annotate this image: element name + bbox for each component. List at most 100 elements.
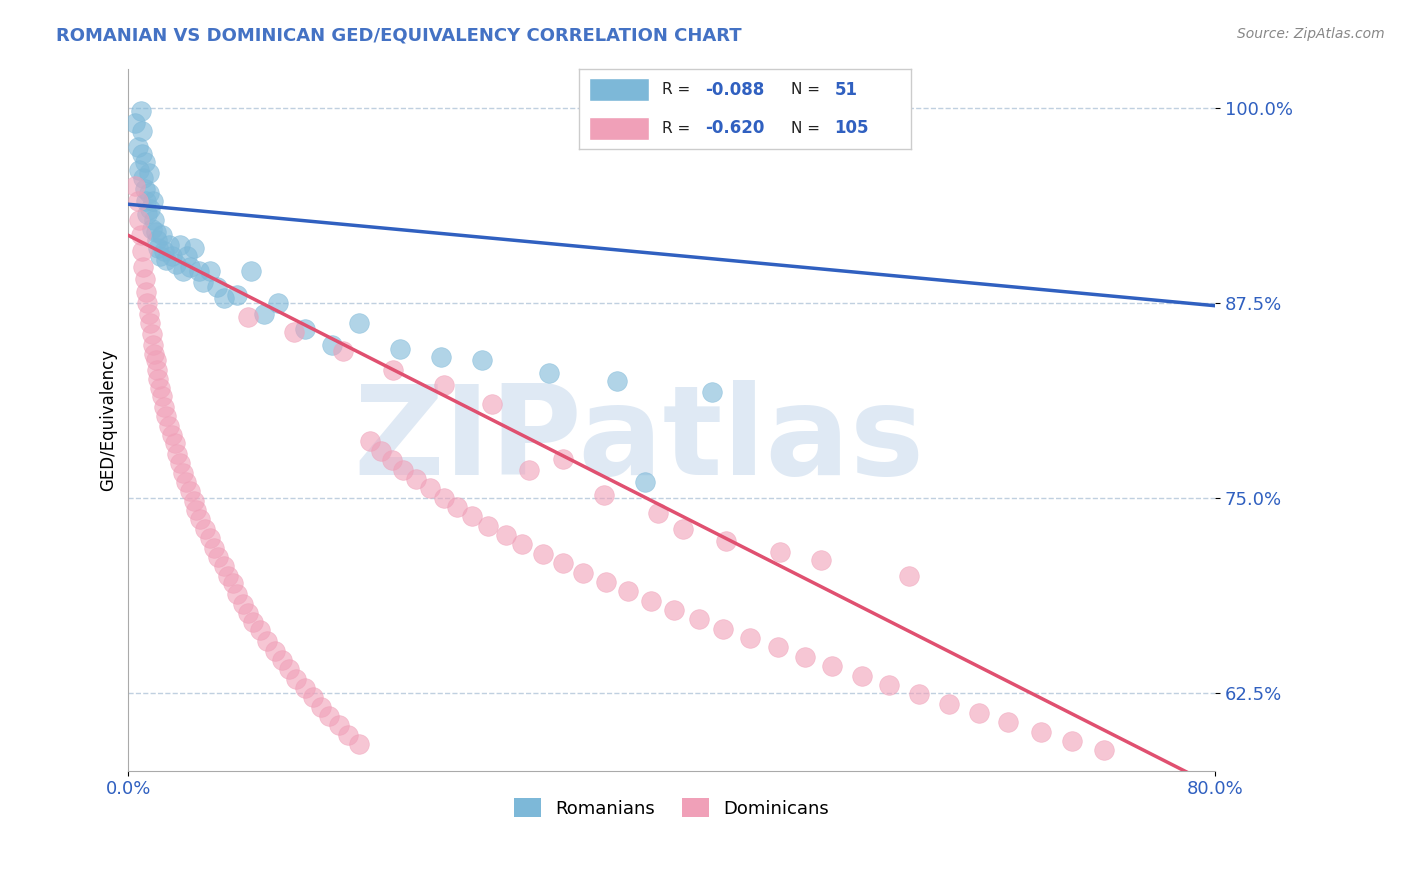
Point	[461, 509, 484, 524]
Point	[432, 378, 454, 392]
Point	[129, 103, 152, 118]
Point	[226, 587, 249, 601]
Point	[157, 418, 180, 433]
Point	[938, 697, 960, 711]
Point	[179, 484, 201, 499]
Point	[389, 343, 412, 357]
Point	[152, 400, 174, 414]
Point	[134, 155, 156, 169]
Point	[174, 475, 197, 489]
Point	[172, 264, 194, 278]
Point	[127, 139, 149, 153]
Point	[143, 212, 166, 227]
Point	[124, 178, 146, 193]
Point	[149, 249, 172, 263]
Point	[202, 541, 225, 555]
Point	[1062, 734, 1084, 748]
Point	[148, 241, 170, 255]
Point	[769, 545, 792, 559]
Point	[551, 451, 574, 466]
Point	[967, 706, 990, 720]
Text: ROMANIAN VS DOMINICAN GED/EQUIVALENCY CORRELATION CHART: ROMANIAN VS DOMINICAN GED/EQUIVALENCY CO…	[56, 27, 742, 45]
Point	[1029, 724, 1052, 739]
Point	[242, 615, 264, 630]
Point	[671, 522, 693, 536]
Point	[711, 622, 734, 636]
Point	[359, 434, 381, 449]
Point	[302, 690, 325, 705]
Point	[135, 194, 157, 209]
Point	[186, 503, 208, 517]
Text: ZIPatlas: ZIPatlas	[353, 380, 925, 501]
Point	[572, 566, 595, 580]
Point	[132, 170, 155, 185]
Point	[157, 237, 180, 252]
Point	[249, 624, 271, 638]
Point	[810, 553, 832, 567]
Point	[821, 659, 844, 673]
Point	[146, 233, 169, 247]
Point	[239, 264, 262, 278]
Point	[183, 493, 205, 508]
Point	[702, 384, 724, 399]
Point	[145, 225, 167, 239]
Point	[256, 634, 278, 648]
Point	[531, 547, 554, 561]
Point	[267, 295, 290, 310]
Point	[510, 537, 533, 551]
Point	[146, 362, 169, 376]
Point	[714, 534, 737, 549]
Point	[222, 576, 245, 591]
Point	[311, 699, 333, 714]
Point	[166, 447, 188, 461]
Point	[793, 649, 815, 664]
Point	[664, 603, 686, 617]
Point	[592, 487, 614, 501]
Point	[470, 353, 492, 368]
Point	[169, 456, 191, 470]
Point	[165, 256, 187, 270]
Point	[321, 337, 343, 351]
Point	[176, 249, 198, 263]
Point	[152, 389, 174, 403]
Point	[149, 381, 172, 395]
Point	[538, 366, 561, 380]
Point	[139, 316, 162, 330]
Point	[138, 186, 160, 201]
Text: Source: ZipAtlas.com: Source: ZipAtlas.com	[1237, 27, 1385, 41]
Point	[898, 568, 921, 582]
Point	[446, 500, 468, 514]
Point	[766, 640, 789, 655]
Point	[328, 718, 350, 732]
Point	[145, 353, 167, 368]
Point	[205, 280, 228, 294]
Point	[191, 275, 214, 289]
Point	[332, 343, 354, 358]
Point	[382, 362, 405, 376]
Point	[226, 287, 249, 301]
Point	[740, 631, 762, 645]
Point	[271, 653, 294, 667]
Point	[495, 528, 517, 542]
Point	[633, 475, 655, 489]
Point	[132, 260, 155, 274]
Point	[349, 737, 371, 751]
Point	[381, 453, 404, 467]
Point	[148, 372, 170, 386]
Point	[152, 228, 174, 243]
Point	[430, 350, 453, 364]
Point	[236, 606, 259, 620]
Point	[647, 506, 669, 520]
Point	[217, 568, 239, 582]
Point	[419, 481, 441, 495]
Point	[124, 116, 146, 130]
Point	[179, 260, 201, 274]
Point	[997, 715, 1019, 730]
Point	[143, 347, 166, 361]
Y-axis label: GED/Equivalency: GED/Equivalency	[100, 349, 117, 491]
Point	[128, 212, 150, 227]
Point	[141, 222, 163, 236]
Point	[294, 681, 316, 695]
Point	[136, 295, 159, 310]
Point	[595, 574, 617, 589]
